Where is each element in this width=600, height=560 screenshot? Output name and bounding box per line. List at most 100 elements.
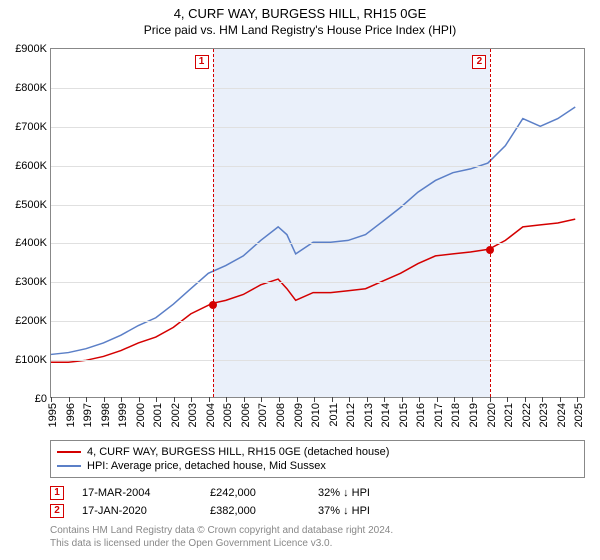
x-axis-label: 2025 — [573, 403, 585, 427]
y-axis-label: £100K — [15, 354, 47, 366]
x-tick — [560, 397, 561, 402]
y-axis-label: £500K — [15, 199, 47, 211]
x-axis-label: 2024 — [556, 403, 568, 427]
gridline-h — [51, 166, 584, 167]
x-axis-label: 2016 — [415, 403, 427, 427]
legend-swatch — [57, 465, 81, 467]
line-series-hpi — [51, 107, 575, 354]
x-tick — [314, 397, 315, 402]
transaction-vline — [490, 49, 491, 397]
x-axis-label: 2023 — [538, 403, 550, 427]
x-tick — [226, 397, 227, 402]
gridline-h — [51, 282, 584, 283]
chart-title: 4, CURF WAY, BURGESS HILL, RH15 0GE — [0, 0, 600, 21]
x-tick — [174, 397, 175, 402]
x-axis-label: 2011 — [328, 403, 340, 427]
transaction-row-marker: 1 — [50, 486, 64, 500]
x-axis-label: 2012 — [345, 403, 357, 427]
transaction-date: 17-JAN-2020 — [82, 505, 192, 517]
transaction-marker-box: 2 — [472, 55, 486, 69]
legend-swatch — [57, 451, 81, 453]
y-axis-label: £800K — [15, 82, 47, 94]
transaction-row: 1 17-MAR-2004 £242,000 32% ↓ HPI — [50, 484, 585, 502]
transaction-dot — [209, 301, 217, 309]
y-axis-label: £0 — [35, 393, 47, 405]
x-tick — [156, 397, 157, 402]
transaction-date: 17-MAR-2004 — [82, 487, 192, 499]
plot-area: £0£100K£200K£300K£400K£500K£600K£700K£80… — [50, 48, 585, 398]
x-tick — [472, 397, 473, 402]
x-axis-label: 2013 — [363, 403, 375, 427]
x-tick — [454, 397, 455, 402]
x-axis-label: 2003 — [187, 403, 199, 427]
transaction-row-marker: 2 — [50, 504, 64, 518]
x-tick — [191, 397, 192, 402]
gridline-h — [51, 243, 584, 244]
legend-item: 4, CURF WAY, BURGESS HILL, RH15 0GE (det… — [57, 445, 578, 459]
x-axis-label: 2009 — [293, 403, 305, 427]
x-tick — [121, 397, 122, 402]
y-axis-label: £300K — [15, 276, 47, 288]
x-tick — [86, 397, 87, 402]
x-axis-label: 2015 — [398, 403, 410, 427]
legend-label: HPI: Average price, detached house, Mid … — [87, 460, 326, 472]
x-tick — [577, 397, 578, 402]
legend: 4, CURF WAY, BURGESS HILL, RH15 0GE (det… — [50, 440, 585, 478]
line-series-svg — [51, 49, 584, 397]
x-tick — [69, 397, 70, 402]
x-axis-label: 2018 — [450, 403, 462, 427]
transaction-vs-hpi: 32% ↓ HPI — [318, 487, 428, 499]
x-tick — [51, 397, 52, 402]
x-axis-label: 2014 — [380, 403, 392, 427]
x-axis-label: 2006 — [240, 403, 252, 427]
x-axis-label: 2005 — [222, 403, 234, 427]
x-tick — [244, 397, 245, 402]
x-axis-label: 2007 — [257, 403, 269, 427]
x-axis-label: 1995 — [47, 403, 59, 427]
x-tick — [209, 397, 210, 402]
footer-line-1: Contains HM Land Registry data © Crown c… — [50, 524, 585, 537]
line-series-property_price — [51, 219, 575, 362]
x-axis-label: 2020 — [486, 403, 498, 427]
y-axis-label: £400K — [15, 237, 47, 249]
x-tick — [332, 397, 333, 402]
gridline-h — [51, 88, 584, 89]
x-tick — [139, 397, 140, 402]
x-tick — [349, 397, 350, 402]
transaction-vline — [213, 49, 214, 397]
footer-line-2: This data is licensed under the Open Gov… — [50, 537, 585, 550]
gridline-h — [51, 360, 584, 361]
x-axis-label: 1996 — [65, 403, 77, 427]
x-axis-label: 2002 — [170, 403, 182, 427]
x-tick — [490, 397, 491, 402]
transaction-price: £242,000 — [210, 487, 300, 499]
x-tick — [542, 397, 543, 402]
transaction-row: 2 17-JAN-2020 £382,000 37% ↓ HPI — [50, 502, 585, 520]
x-axis-label: 2004 — [205, 403, 217, 427]
x-tick — [384, 397, 385, 402]
chart-container: 4, CURF WAY, BURGESS HILL, RH15 0GE Pric… — [0, 0, 600, 560]
x-tick — [419, 397, 420, 402]
legend-label: 4, CURF WAY, BURGESS HILL, RH15 0GE (det… — [87, 446, 389, 458]
chart-subtitle: Price paid vs. HM Land Registry's House … — [0, 21, 600, 43]
x-tick — [279, 397, 280, 402]
transaction-price: £382,000 — [210, 505, 300, 517]
x-tick — [261, 397, 262, 402]
x-axis-label: 2010 — [310, 403, 322, 427]
y-axis-label: £600K — [15, 160, 47, 172]
x-tick — [402, 397, 403, 402]
x-axis-label: 2017 — [433, 403, 445, 427]
y-axis-label: £700K — [15, 121, 47, 133]
transaction-marker-box: 1 — [195, 55, 209, 69]
transactions-table: 1 17-MAR-2004 £242,000 32% ↓ HPI 2 17-JAN-202… — [50, 484, 585, 520]
x-axis-label: 1999 — [117, 403, 129, 427]
transaction-vs-hpi: 37% ↓ HPI — [318, 505, 428, 517]
legend-item: HPI: Average price, detached house, Mid … — [57, 459, 578, 473]
x-axis-label: 2000 — [135, 403, 147, 427]
footer-attribution: Contains HM Land Registry data © Crown c… — [50, 524, 585, 550]
gridline-h — [51, 127, 584, 128]
x-axis-label: 2001 — [152, 403, 164, 427]
x-axis-label: 2019 — [468, 403, 480, 427]
x-axis-label: 2008 — [275, 403, 287, 427]
gridline-h — [51, 321, 584, 322]
